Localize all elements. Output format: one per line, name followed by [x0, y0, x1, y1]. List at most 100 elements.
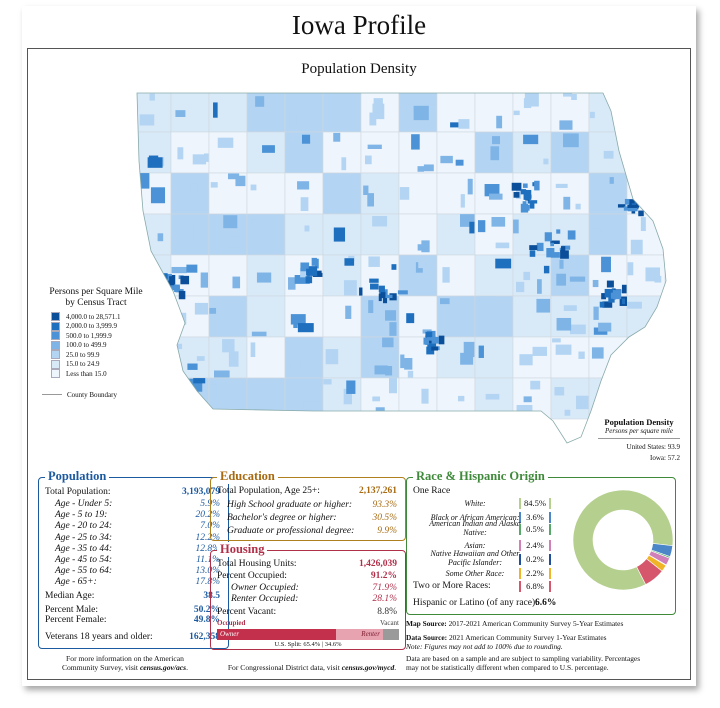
county-cell	[588, 377, 628, 420]
tract-cell	[630, 239, 643, 255]
donut-slice	[572, 489, 674, 591]
urban-tract	[550, 252, 560, 258]
urban-tract	[631, 209, 636, 214]
density-comparison-box: Population Density Persons per square mi…	[598, 417, 680, 465]
tract-cell	[304, 225, 310, 232]
rounding-note: Note: Figures may not add to 100% due to…	[406, 642, 563, 651]
urban-tract	[423, 337, 430, 345]
urban-tract	[529, 245, 538, 251]
urban-tract	[550, 242, 555, 247]
county-cell	[322, 336, 362, 379]
tract-cell	[571, 94, 577, 100]
urban-tract	[397, 290, 408, 295]
tract-cell	[346, 176, 358, 186]
county-cell	[626, 93, 666, 133]
tract-cell	[193, 378, 206, 384]
race-pct-box: 2.4%	[519, 540, 551, 551]
urban-tract	[550, 240, 560, 244]
county-cell	[246, 377, 286, 420]
tract-cell	[564, 409, 571, 416]
tract-cell	[190, 183, 198, 196]
tract-cell	[149, 93, 155, 101]
education-panel: Education Total Population, Age 25+: 2,13…	[210, 469, 406, 541]
tract-cell	[458, 395, 465, 402]
legend-class: 500.0 to 1,999.9	[51, 331, 156, 341]
tract-cell	[460, 352, 474, 365]
iowa-density-map	[136, 92, 667, 444]
county-cell	[322, 93, 362, 133]
race-pct-box: 0.2%	[519, 554, 551, 565]
tract-cell	[333, 132, 341, 142]
tract-cell	[413, 105, 429, 121]
urban-tract	[543, 265, 550, 274]
renter-segment: Renter	[336, 629, 383, 640]
tract-cell	[543, 158, 549, 165]
tract-cell	[552, 338, 561, 343]
tract-cell	[629, 135, 640, 140]
county-cell	[322, 295, 362, 338]
tract-cell	[478, 345, 484, 358]
urban-tract	[306, 268, 310, 276]
legend-class: 15.0 to 24.9	[51, 359, 156, 370]
tract-cell	[556, 317, 572, 331]
tract-cell	[254, 384, 266, 391]
tract-cell	[255, 96, 265, 107]
tract-cell	[192, 154, 207, 165]
tract-cell	[186, 224, 202, 231]
tract-cell	[484, 184, 500, 197]
urban-tract	[634, 201, 640, 208]
tract-cell	[300, 197, 309, 212]
tract-cell	[600, 390, 606, 400]
urban-tract	[427, 341, 437, 349]
urban-tract	[627, 204, 638, 208]
tract-cell	[561, 143, 569, 151]
tract-cell	[303, 401, 314, 410]
tract-cell	[418, 259, 426, 269]
tract-cell	[591, 347, 604, 359]
owner-segment: Owner	[217, 629, 337, 640]
tract-cell	[491, 216, 506, 227]
tract-cell	[389, 322, 397, 336]
tract-cell	[477, 220, 486, 233]
tract-cell	[640, 217, 646, 232]
urban-tract	[438, 335, 445, 345]
urban-tract	[359, 287, 363, 296]
county-cell	[208, 254, 248, 297]
tract-cell	[495, 242, 510, 249]
urban-tract	[601, 293, 606, 300]
urban-tract	[534, 180, 540, 191]
tract-cell	[532, 346, 548, 356]
tract-cell	[367, 193, 375, 207]
tract-cell	[421, 388, 429, 404]
population-panel: Population Total Population: 3,193,079 Ag…	[38, 469, 229, 649]
tract-cell	[232, 276, 241, 289]
urban-tract	[560, 250, 569, 259]
county-cell	[246, 131, 286, 174]
urban-tract	[602, 301, 613, 308]
tract-cell	[648, 110, 663, 123]
tract-cell	[630, 391, 639, 403]
race-pct-box: 2.2%	[519, 568, 551, 579]
legend-class: 2,000.0 to 3,999.9	[51, 321, 156, 332]
urban-tract	[623, 206, 631, 211]
urban-tract	[383, 297, 388, 304]
tract-cell	[309, 401, 319, 409]
tract-cell	[288, 277, 296, 290]
tract-cell	[227, 173, 240, 180]
county-cell	[398, 254, 438, 297]
tract-cell	[223, 215, 238, 229]
urban-tract	[637, 197, 643, 202]
urban-tract	[617, 204, 626, 208]
tract-cell	[213, 370, 230, 378]
tract-cell	[555, 344, 572, 355]
tract-cell	[156, 273, 166, 288]
us-density: United States: 93.9	[626, 443, 680, 451]
urban-tract	[391, 264, 397, 270]
tract-cell	[250, 184, 257, 191]
tract-cell	[364, 155, 372, 165]
tract-cell	[575, 203, 581, 210]
cd-note: For Congressional District data, visit c…	[227, 663, 397, 672]
tract-cell	[513, 219, 519, 234]
acs-note: For more information on the American Com…	[61, 654, 189, 672]
tract-cell	[341, 157, 347, 171]
